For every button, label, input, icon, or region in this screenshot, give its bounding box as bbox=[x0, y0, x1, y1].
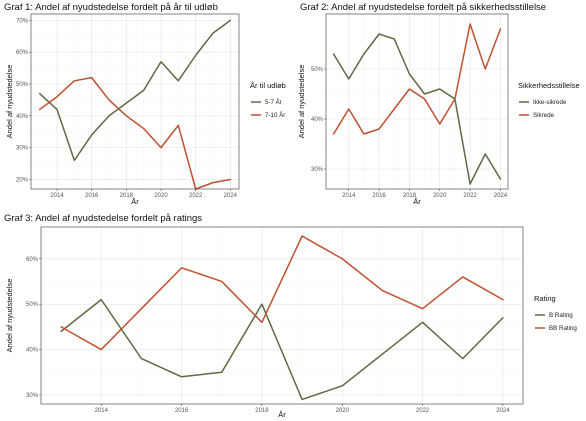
g1-series-line-1 bbox=[38, 76, 232, 190]
g3-x-tick-label: 2016 bbox=[175, 408, 189, 414]
g1-y-tick-label: 50% bbox=[16, 82, 29, 88]
g1-y-axis-label: Andel af nyudstedelse bbox=[5, 65, 14, 139]
g2-legend: Sikkerhedsstillelse Ikke-sikrede Sikrede bbox=[518, 81, 580, 119]
chart-g2: Graf 2: Andel af nyudstedelse fordelt på… bbox=[297, 2, 580, 206]
g2-x-tick-label: 2018 bbox=[403, 193, 417, 199]
g2-x-tick-label: 2014 bbox=[342, 193, 356, 199]
g3-y-axis-label: Andel af nyudstedelse bbox=[5, 279, 14, 353]
g3-panel-border bbox=[40, 226, 524, 405]
g2-y-tick-label: 30% bbox=[311, 167, 324, 173]
g3-legend: Rating B Rating BB Rating bbox=[534, 294, 577, 332]
g2-x-tick-label: 2016 bbox=[372, 193, 386, 199]
g1-y-tick-label: 70% bbox=[16, 18, 29, 24]
g2-legend-item-0: Ikke-sikrede bbox=[533, 99, 567, 106]
g3-panel-bg bbox=[41, 227, 523, 404]
chart-g3: Graf 3: Andel af nyudstedelse fordelt på… bbox=[4, 213, 577, 419]
g2-legend-item-1: Sikrede bbox=[533, 112, 555, 119]
g1-x-tick-label: 2016 bbox=[85, 193, 99, 199]
g1-y-tick-label: 20% bbox=[16, 177, 29, 183]
g3-title: Graf 3: Andel af nyudstedelse fordelt på… bbox=[4, 213, 202, 224]
g3-x-axis-label: År bbox=[278, 410, 286, 419]
g2-x-tick-label: 2024 bbox=[494, 193, 508, 199]
g3-x-tick-label: 2014 bbox=[95, 408, 109, 414]
g2-series-line-0 bbox=[332, 33, 502, 185]
g3-grid bbox=[41, 227, 523, 404]
g1-y-tick-label: 40% bbox=[16, 114, 29, 120]
g2-title: Graf 2: Andel af nyudstedelse fordelt på… bbox=[300, 2, 546, 13]
g3-legend-item-1: BB Rating bbox=[549, 325, 577, 332]
g1-x-axis-label: År bbox=[131, 197, 139, 206]
g2-x-tick-label: 2022 bbox=[463, 193, 477, 199]
g2-y-tick-label: 50% bbox=[311, 67, 324, 73]
g2-x-axis-label: År bbox=[413, 197, 421, 206]
g1-title: Graf 1: Andel af nyudstedelse fordelt på… bbox=[4, 2, 218, 13]
g1-x-tick-label: 2022 bbox=[189, 193, 203, 199]
chart-g1: Graf 1: Andel af nyudstedelse fordelt på… bbox=[4, 2, 286, 206]
g1-grid bbox=[31, 14, 239, 189]
g2-y-tick-label: 40% bbox=[311, 117, 324, 123]
g1-x-tick-label: 2024 bbox=[224, 193, 238, 199]
g1-legend-title: År til udløb bbox=[250, 81, 286, 90]
g3-legend-item-0: B Rating bbox=[549, 312, 573, 319]
g2-panel-border bbox=[325, 13, 509, 190]
g3-y-tick-label: 30% bbox=[26, 393, 39, 399]
g3-y-tick-label: 50% bbox=[26, 302, 39, 308]
g1-panel-border bbox=[30, 13, 240, 190]
g3-series-line-0 bbox=[60, 298, 504, 401]
g1-series-line-0 bbox=[38, 19, 232, 162]
g1-legend-item-0: 5-7 År bbox=[265, 99, 282, 106]
g1-y-tick-label: 60% bbox=[16, 50, 29, 56]
g3-series-line-1 bbox=[60, 235, 504, 351]
g3-x-tick-label: 2020 bbox=[336, 408, 350, 414]
g2-series-line-1 bbox=[332, 23, 502, 135]
g3-y-tick-label: 60% bbox=[26, 257, 39, 263]
g2-x-tick-label: 2020 bbox=[433, 193, 447, 199]
g2-panel-bg bbox=[326, 14, 508, 189]
g3-legend-title: Rating bbox=[534, 294, 556, 303]
g1-legend: År til udløb 5-7 År 7-10 År bbox=[250, 81, 286, 119]
g1-x-tick-label: 2020 bbox=[154, 193, 168, 199]
g1-x-tick-label: 2014 bbox=[50, 193, 64, 199]
g1-x-tick-label: 2018 bbox=[120, 193, 134, 199]
g3-y-tick-label: 40% bbox=[26, 348, 39, 354]
g3-x-tick-label: 2022 bbox=[416, 408, 430, 414]
g1-y-tick-label: 30% bbox=[16, 146, 29, 152]
g3-x-tick-label: 2024 bbox=[496, 408, 510, 414]
g2-legend-title: Sikkerhedsstillelse bbox=[518, 81, 580, 90]
g1-legend-item-1: 7-10 År bbox=[265, 112, 285, 119]
g2-y-axis-label: Andel af nyudstedelse bbox=[297, 65, 306, 139]
g3-x-tick-label: 2018 bbox=[255, 408, 269, 414]
